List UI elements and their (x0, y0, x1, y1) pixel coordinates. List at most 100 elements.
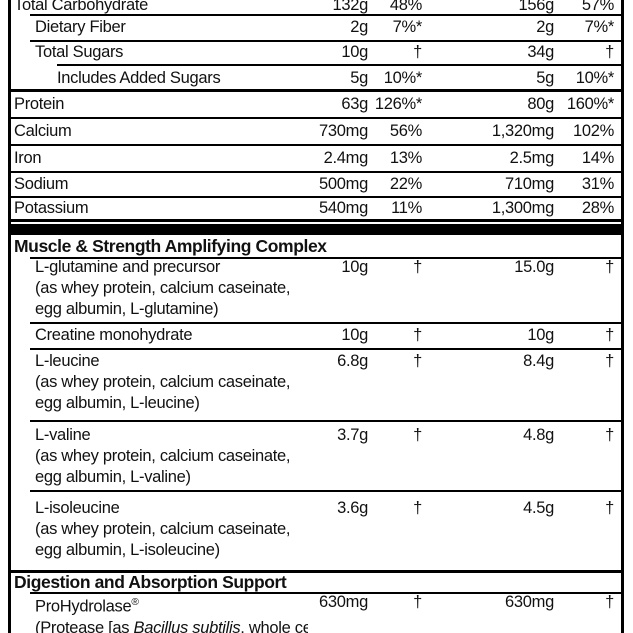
daily-value-serving2: † (605, 42, 614, 61)
source-text: , whole cell] (240, 618, 308, 633)
amount-serving2: 710mg (505, 175, 554, 193)
table-row-prohydrolase: ProHydrolase® (Protease [as Bacillus sub… (11, 592, 621, 633)
amount-serving1: 5g (350, 69, 368, 87)
daily-value-serving1: 11% (391, 199, 422, 217)
table-row-l-isoleucine: L-isoleucine (as whey protein, calcium c… (11, 490, 621, 570)
daily-value-serving1: 7%* (392, 17, 423, 36)
nutrient-name: Sodium (14, 175, 69, 193)
amount-serving1: 2g (350, 17, 368, 36)
ingredient-source-line2: egg albumin, L-glutamine) (35, 300, 219, 318)
section-title: Digestion and Absorption Support (14, 572, 287, 592)
amount-serving1: 10g (341, 325, 368, 344)
amount-serving2: 15.0g (514, 258, 554, 276)
daily-value-serving2: 7%* (584, 17, 615, 36)
daily-value-serving2: † (605, 258, 614, 276)
nutrient-name: Total Carbohydrate (14, 0, 149, 14)
daily-value-serving1: † (413, 593, 422, 611)
daily-value-serving2: 57% (581, 0, 614, 14)
table-row-total-sugars: Total Sugars 10g † 34g † (11, 40, 621, 64)
ingredient-source-line1: (Protease [as Bacillus subtilis, whole c… (35, 618, 308, 633)
species-name-italic: Bacillus subtilis (133, 618, 241, 633)
amount-serving1: 500mg (319, 175, 368, 193)
ingredient-source-line1: (as whey protein, calcium caseinate, (35, 373, 291, 391)
amount-serving1: 10g (341, 258, 368, 276)
section-title: Muscle & Strength Amplifying Complex (14, 235, 327, 256)
table-row-sodium: Sodium 500mg 22% 710mg 31% (11, 171, 621, 196)
divider-line (11, 219, 621, 224)
amount-serving1: 540mg (319, 199, 368, 217)
section-header-muscle-strength: Muscle & Strength Amplifying Complex (11, 235, 621, 257)
amount-serving1: 730mg (319, 122, 368, 140)
nutrient-name: Iron (14, 149, 42, 167)
ingredient-source-line1: (as whey protein, calcium caseinate, (35, 279, 291, 297)
ingredient-name-block: L-leucine (as whey protein, calcium case… (11, 351, 308, 414)
table-row-added-sugars: Includes Added Sugars 5g 10%* 5g 10%* (11, 64, 621, 89)
nutrient-name: Total Sugars (35, 42, 124, 61)
ingredient-source-line2: egg albumin, L-valine) (35, 468, 191, 486)
amount-serving2: 630mg (505, 593, 554, 611)
table-row-l-valine: L-valine (as whey protein, calcium casei… (11, 420, 621, 490)
nutrient-name: Protein (14, 95, 65, 113)
section-divider-bar (11, 224, 621, 235)
table-row-creatine: Creatine monohydrate 10g † 10g † (11, 322, 621, 348)
ingredient-name-block: L-valine (as whey protein, calcium casei… (11, 425, 308, 488)
daily-value-serving2: 31% (581, 175, 614, 193)
ingredient-name: L-leucine (35, 352, 100, 370)
section-header-digestion: Digestion and Absorption Support (11, 570, 621, 592)
daily-value-serving2: 160%* (566, 95, 614, 113)
amount-serving1: 3.6g (337, 499, 368, 517)
ingredient-name-block: L-glutamine and precursor (as whey prote… (11, 257, 308, 320)
ingredient-name-text: ProHydrolase (35, 597, 132, 616)
ingredient-name: ProHydrolase® (35, 592, 308, 618)
table-row-iron: Iron 2.4mg 13% 2.5mg 14% (11, 144, 621, 171)
ingredient-name-block: ProHydrolase® (Protease [as Bacillus sub… (11, 592, 308, 633)
source-text: (Protease [as (35, 618, 134, 633)
ingredient-name: L-glutamine and precursor (35, 258, 221, 276)
daily-value-serving1: 56% (389, 122, 422, 140)
daily-value-serving1: † (413, 426, 422, 444)
nutrient-name: Calcium (14, 122, 72, 140)
daily-value-serving1: 10%* (383, 69, 423, 87)
daily-value-serving2: † (605, 352, 614, 370)
daily-value-serving2: † (605, 499, 614, 517)
ingredient-source-line1: (as whey protein, calcium caseinate, (35, 447, 291, 465)
table-row-dietary-fiber: Dietary Fiber 2g 7%* 2g 7%* (11, 14, 621, 40)
daily-value-serving1: † (413, 42, 422, 61)
ingredient-source-line2: egg albumin, L-isoleucine) (35, 541, 220, 559)
amount-serving2: 1,320mg (491, 122, 554, 140)
table-row-total-carbohydrate: Total Carbohydrate 132g 48% 156g 57% (11, 0, 621, 14)
table-row-l-glutamine: L-glutamine and precursor (as whey prote… (11, 257, 621, 322)
amount-serving2: 10g (527, 325, 554, 344)
amount-serving2: 34g (527, 42, 554, 61)
amount-serving1: 630mg (319, 593, 368, 611)
label-border-left (8, 0, 11, 633)
nutrient-name: Dietary Fiber (35, 17, 126, 36)
daily-value-serving1: † (413, 499, 422, 517)
amount-serving2: 8.4g (523, 352, 554, 370)
daily-value-serving1: 22% (389, 175, 422, 193)
daily-value-serving2: 102% (572, 122, 614, 140)
table-row-potassium: Potassium 540mg 11% 1,300mg 28% (11, 196, 621, 219)
amount-serving1: 3.7g (337, 426, 368, 444)
daily-value-serving1: † (413, 258, 422, 276)
amount-serving2: 4.5g (523, 499, 554, 517)
daily-value-serving1: 13% (389, 149, 422, 167)
daily-value-serving1: 126%* (374, 95, 422, 113)
ingredient-name: L-isoleucine (35, 499, 120, 517)
daily-value-serving1: † (413, 352, 422, 370)
amount-serving2: 1,300mg (491, 199, 554, 217)
daily-value-serving1: 48% (389, 0, 422, 14)
label-content: Total Carbohydrate 132g 48% 156g 57% Die… (11, 0, 621, 633)
ingredient-name: L-valine (35, 426, 91, 444)
daily-value-serving2: 28% (581, 199, 614, 217)
nutrient-name: Potassium (14, 199, 89, 217)
daily-value-serving2: 14% (581, 149, 614, 167)
amount-serving1: 132g (332, 0, 368, 14)
amount-serving2: 2.5mg (509, 149, 555, 167)
amount-serving1: 6.8g (337, 352, 368, 370)
daily-value-serving1: † (413, 325, 422, 344)
daily-value-serving2: † (605, 593, 614, 611)
daily-value-serving2: † (605, 426, 614, 444)
amount-serving2: 156g (518, 0, 554, 14)
registered-trademark-symbol: ® (131, 597, 139, 608)
